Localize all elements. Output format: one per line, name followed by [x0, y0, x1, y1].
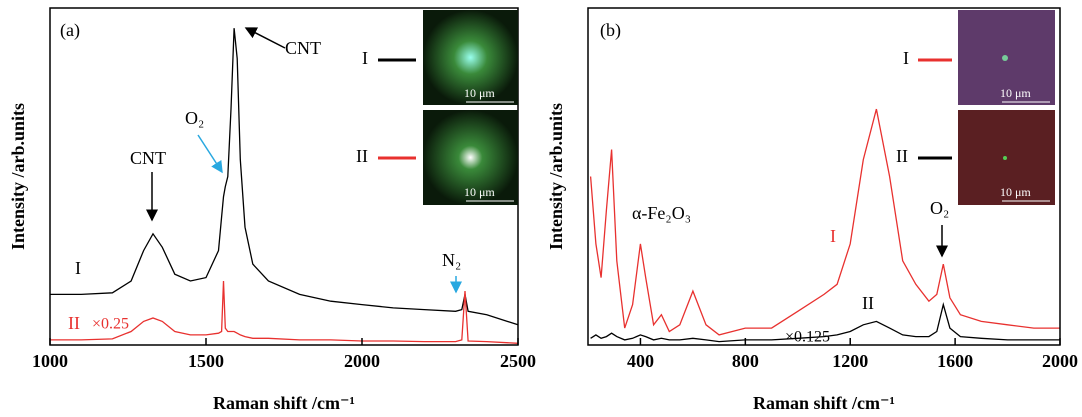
x-tick-label: 2000 [1042, 351, 1078, 371]
plot-frame [587, 7, 1061, 346]
x-tick-label: 1600 [937, 351, 973, 371]
annotation: N₂ [442, 250, 461, 270]
annotation: O₂ [930, 198, 949, 218]
x-tick-label: 400 [627, 351, 654, 371]
panel-label: (a) [60, 20, 80, 41]
inset-label: II [356, 146, 368, 166]
x-axis-label: Raman shift /cm⁻¹ [753, 393, 895, 413]
scale-bar-label: 10 μm [1000, 86, 1031, 100]
annotation: α-Fe₂O₃ [632, 203, 691, 223]
y-axis-label: Intensity /arb.units [546, 103, 566, 250]
annotation: O₂ [185, 108, 204, 128]
series-label: II [68, 313, 80, 333]
x-tick-label: 1200 [832, 351, 868, 371]
inset-spot [1003, 156, 1007, 160]
y-axis-label: Intensity /arb.units [8, 103, 28, 250]
spectrum-line [589, 108, 1060, 336]
series-label: II [862, 293, 874, 313]
inset-image [423, 10, 518, 105]
x-axis-label: Raman shift /cm⁻¹ [213, 393, 355, 413]
x-tick-label: 800 [732, 351, 759, 371]
x-tick-label: 2500 [500, 351, 536, 371]
inset-label: I [362, 48, 368, 68]
annotation: CNT [130, 148, 166, 168]
inset-label: II [896, 146, 908, 166]
series-label: I [830, 226, 836, 246]
spectrum-line [50, 280, 519, 344]
scale-bar-label: 10 μm [464, 86, 495, 100]
x-tick-label: 1000 [32, 351, 68, 371]
scale-bar-label: 10 μm [464, 185, 495, 199]
spectrum-line [50, 28, 519, 326]
x-tick-label: 2000 [344, 351, 380, 371]
annotation: ×0.125 [785, 329, 830, 346]
x-tick-label: 1500 [188, 351, 224, 371]
inset-image [423, 110, 518, 205]
inset-spot [1002, 55, 1008, 61]
panel-label: (b) [600, 20, 621, 41]
annotation: CNT [285, 38, 321, 58]
annotation: ×0.25 [92, 316, 129, 333]
scale-bar-label: 10 μm [1000, 185, 1031, 199]
arrow [197, 134, 223, 174]
series-label: I [75, 258, 81, 278]
inset-label: I [903, 48, 909, 68]
spectrum-line [590, 302, 1060, 343]
arrow [244, 27, 286, 49]
